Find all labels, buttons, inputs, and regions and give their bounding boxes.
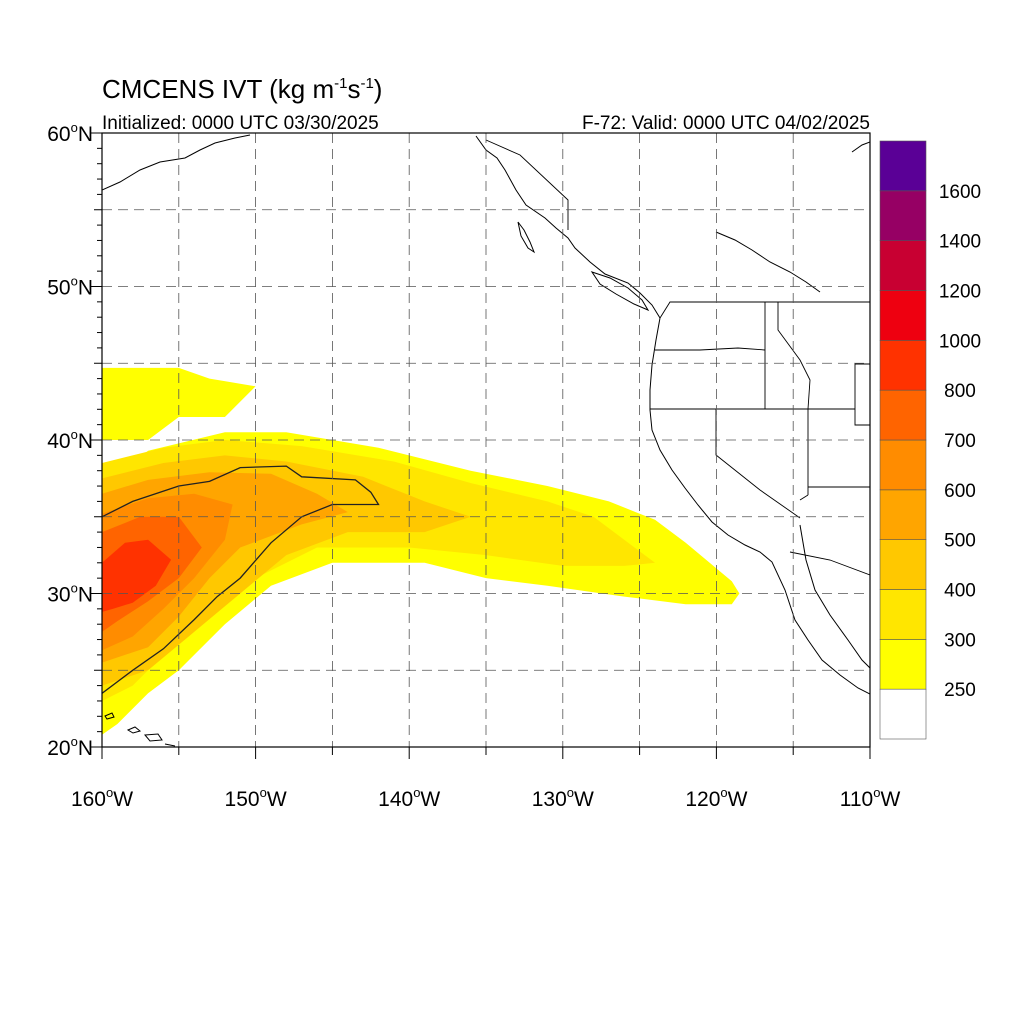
- colorbar-label: 300: [944, 630, 976, 651]
- colorbar-swatch: [879, 589, 927, 640]
- colorbar-label: 600: [944, 481, 976, 502]
- valid-time-label: F-72: Valid: 0000 UTC 04/02/2025: [582, 113, 870, 134]
- coastline-hawaii: [104, 712, 176, 747]
- coastlines: [102, 134, 870, 747]
- colorbar-label: 700: [944, 431, 976, 452]
- coastline-canada-east: [715, 231, 821, 293]
- colorbar-swatch: [879, 489, 927, 540]
- coastline-us-west: [649, 317, 870, 695]
- border-wy: [854, 363, 870, 426]
- lon-tick-label: 150oW: [225, 785, 287, 811]
- figure-title: CMCENS IVT (kg m-1s-1): [102, 74, 382, 104]
- colorbar-swatch: [879, 688, 927, 740]
- border-wa-or: [655, 347, 766, 351]
- colorbar-swatch: [879, 190, 927, 241]
- colorbar-swatch: [879, 290, 927, 341]
- lon-tick-label: 140oW: [378, 785, 440, 811]
- colorbar-label: 1000: [939, 331, 981, 352]
- colorbar-label: 400: [944, 581, 976, 602]
- title-text: CMCENS IVT (kg m-1s-1): [102, 74, 382, 104]
- lon-tick-label: 110oW: [840, 785, 901, 811]
- border-ca-nv: [715, 409, 801, 519]
- border-id-mt: [777, 302, 811, 410]
- border-us-canada: [659, 301, 870, 319]
- coastline-alaska-gulf: [102, 134, 251, 191]
- colorbar-swatch: [879, 539, 927, 590]
- border-us-mexico: [789, 551, 870, 576]
- lat-tick-label: 60oN: [47, 120, 93, 146]
- lat-tick-label: 40oN: [47, 427, 93, 453]
- colorbar-swatch: [879, 340, 927, 391]
- initialized-label: Initialized: 0000 UTC 03/30/2025: [102, 113, 379, 134]
- lat-tick-label: 50oN: [47, 274, 93, 300]
- colorbar-label: 1400: [939, 232, 981, 253]
- colorbar-swatch: [879, 639, 927, 690]
- political-borders: [485, 139, 870, 576]
- border-ca-az: [799, 494, 809, 501]
- colorbar-label: 1600: [939, 182, 981, 203]
- contour-line: [102, 465, 380, 694]
- lon-tick-label: 160oW: [71, 785, 133, 811]
- coastline-hudson: [851, 141, 870, 153]
- colorbar-swatch: [879, 439, 927, 491]
- colorbar: 250 300 400 500 600 700 800 1000 1200 1400 1600: [879, 140, 981, 740]
- graticule: [102, 133, 870, 747]
- colorbar-swatch: [879, 389, 927, 441]
- lon-tick-label: 120oW: [685, 785, 747, 811]
- border-alaska-canada: [485, 139, 569, 230]
- colorbar-label: 1200: [939, 282, 981, 303]
- coastline-bc: [475, 135, 661, 319]
- coastline-baja-gulf: [799, 524, 870, 669]
- axis-ticks: 60oN 50oN 40oN 30oN 20oN 160oW 150oW 140oW 130oW…: [47, 120, 900, 811]
- island-haida-gwaii: [517, 221, 536, 254]
- lon-tick-label: 130oW: [532, 785, 594, 811]
- island-vancouver: [590, 271, 650, 312]
- lat-tick-label: 30oN: [47, 581, 93, 607]
- colorbar-swatch: [879, 140, 927, 192]
- lat-tick-label: 20oN: [47, 734, 93, 760]
- colorbar-swatch: [879, 240, 927, 291]
- colorbar-label: 250: [944, 680, 976, 701]
- colorbar-label: 800: [944, 381, 976, 402]
- ivt-contour: [102, 465, 380, 694]
- colorbar-label: 500: [944, 531, 976, 552]
